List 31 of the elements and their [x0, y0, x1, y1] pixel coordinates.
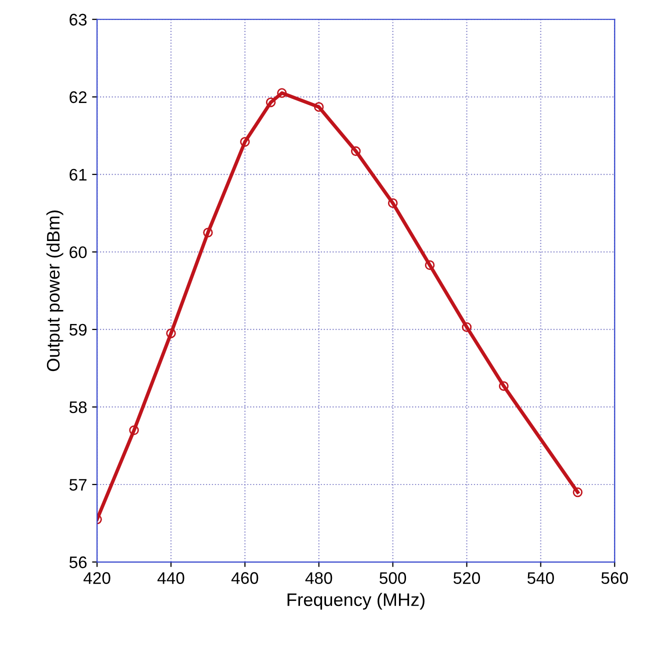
point — [166, 328, 176, 338]
x-axis-title: Frequency (MHz) — [288, 592, 424, 610]
point — [240, 137, 250, 147]
x-tick-label: 440 — [157, 572, 184, 584]
x-tick-label: 540 — [527, 572, 554, 584]
point — [424, 260, 435, 270]
point — [462, 322, 472, 332]
y-tick-label: 60 — [70, 246, 87, 258]
point — [129, 425, 139, 436]
point — [498, 381, 509, 391]
y-tick-label: 57 — [69, 479, 86, 491]
x-tick-label: 480 — [305, 572, 332, 584]
point — [350, 146, 361, 156]
x-tick-label: 460 — [231, 572, 258, 584]
y-tick-label: 56 — [69, 556, 87, 568]
y-tick-label: 61 — [70, 168, 87, 181]
y-tick-label: 59 — [69, 324, 87, 336]
point — [388, 198, 398, 208]
x-tick-label: 560 — [601, 572, 628, 584]
x-tick-label: 420 — [84, 572, 110, 584]
y-axis-title: Output power (dBm) — [46, 210, 64, 372]
point — [266, 97, 276, 108]
point — [314, 102, 324, 112]
x-tick-label: 500 — [380, 572, 406, 584]
point — [203, 228, 213, 238]
y-tick-label: 58 — [69, 401, 87, 414]
point — [572, 487, 583, 498]
y-tick-label: 63 — [70, 14, 87, 26]
y-tick-label: 62 — [70, 91, 86, 104]
x-tick-label: 520 — [454, 572, 480, 584]
point — [277, 88, 287, 98]
